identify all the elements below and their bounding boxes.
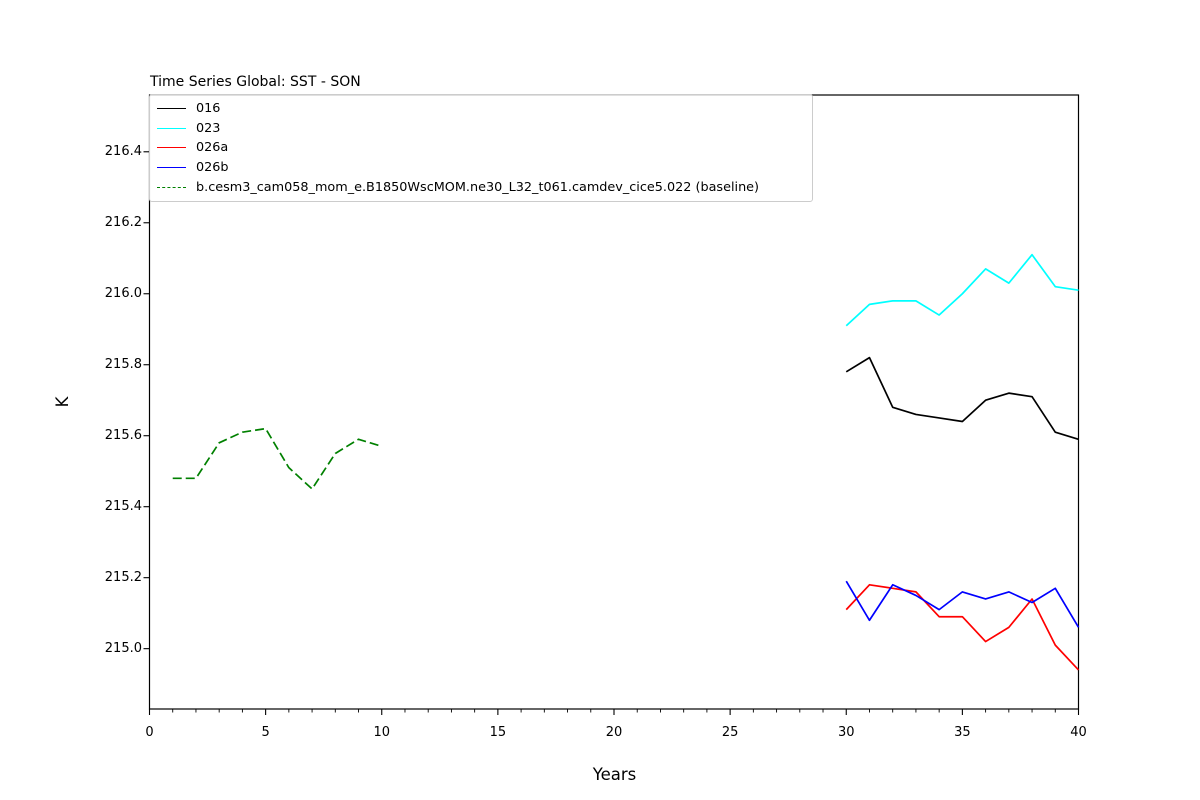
- legend-label: 016: [196, 101, 221, 117]
- x-tick-label: 20: [605, 725, 623, 740]
- legend-label: 026b: [196, 160, 229, 176]
- y-tick-label: 216.4: [104, 143, 142, 159]
- y-tick-label: 215.8: [104, 356, 142, 372]
- legend-label: 023: [196, 120, 221, 136]
- legend-item: 016: [157, 99, 805, 118]
- y-axis-label: K: [53, 396, 72, 408]
- legend-item: b.cesm3_cam058_mom_e.B1850WscMOM.ne30_L3…: [157, 178, 805, 197]
- legend-item: 026b: [157, 158, 805, 177]
- x-tick-label: 5: [261, 725, 270, 740]
- y-tick-label: 216.0: [104, 285, 142, 301]
- series-line-023: [845, 253, 1079, 327]
- x-tick-label: 30: [837, 725, 855, 740]
- chart-title: Time Series Global: SST - SON: [150, 74, 361, 90]
- y-tick-label: 215.2: [104, 569, 142, 585]
- legend: 016 023 026a 026b b.cesm3_cam058_mom_e.B…: [149, 94, 813, 202]
- x-axis-label: Years: [592, 765, 637, 784]
- legend-line-sample: [157, 186, 186, 188]
- legend-label: 026a: [196, 140, 229, 156]
- y-tick-label: 216.2: [104, 214, 142, 230]
- legend-label: b.cesm3_cam058_mom_e.B1850WscMOM.ne30_L3…: [196, 179, 760, 195]
- x-tick-label: 25: [721, 725, 739, 740]
- y-tick-label: 215.4: [104, 498, 142, 514]
- legend-line-sample: [157, 127, 186, 129]
- series-line-026b: [845, 580, 1080, 628]
- legend-line-sample: [157, 147, 186, 149]
- series-line-b.cesm3_cam058_mom_e: [172, 427, 382, 490]
- series-line-016: [845, 356, 1079, 441]
- legend-line-sample: [157, 108, 186, 110]
- x-tick-label: 10: [373, 725, 391, 740]
- y-tick-label: 215.0: [104, 640, 142, 656]
- legend-item: 023: [157, 119, 805, 138]
- x-tick-label: 40: [1070, 725, 1087, 740]
- legend-item: 026a: [157, 138, 805, 157]
- series-line-026a: [845, 583, 1080, 671]
- x-tick-label: 35: [954, 725, 971, 740]
- y-tick-label: 215.6: [104, 427, 142, 443]
- legend-line-sample: [157, 167, 186, 169]
- x-tick-label: 0: [145, 725, 154, 740]
- x-tick-label: 15: [489, 725, 507, 740]
